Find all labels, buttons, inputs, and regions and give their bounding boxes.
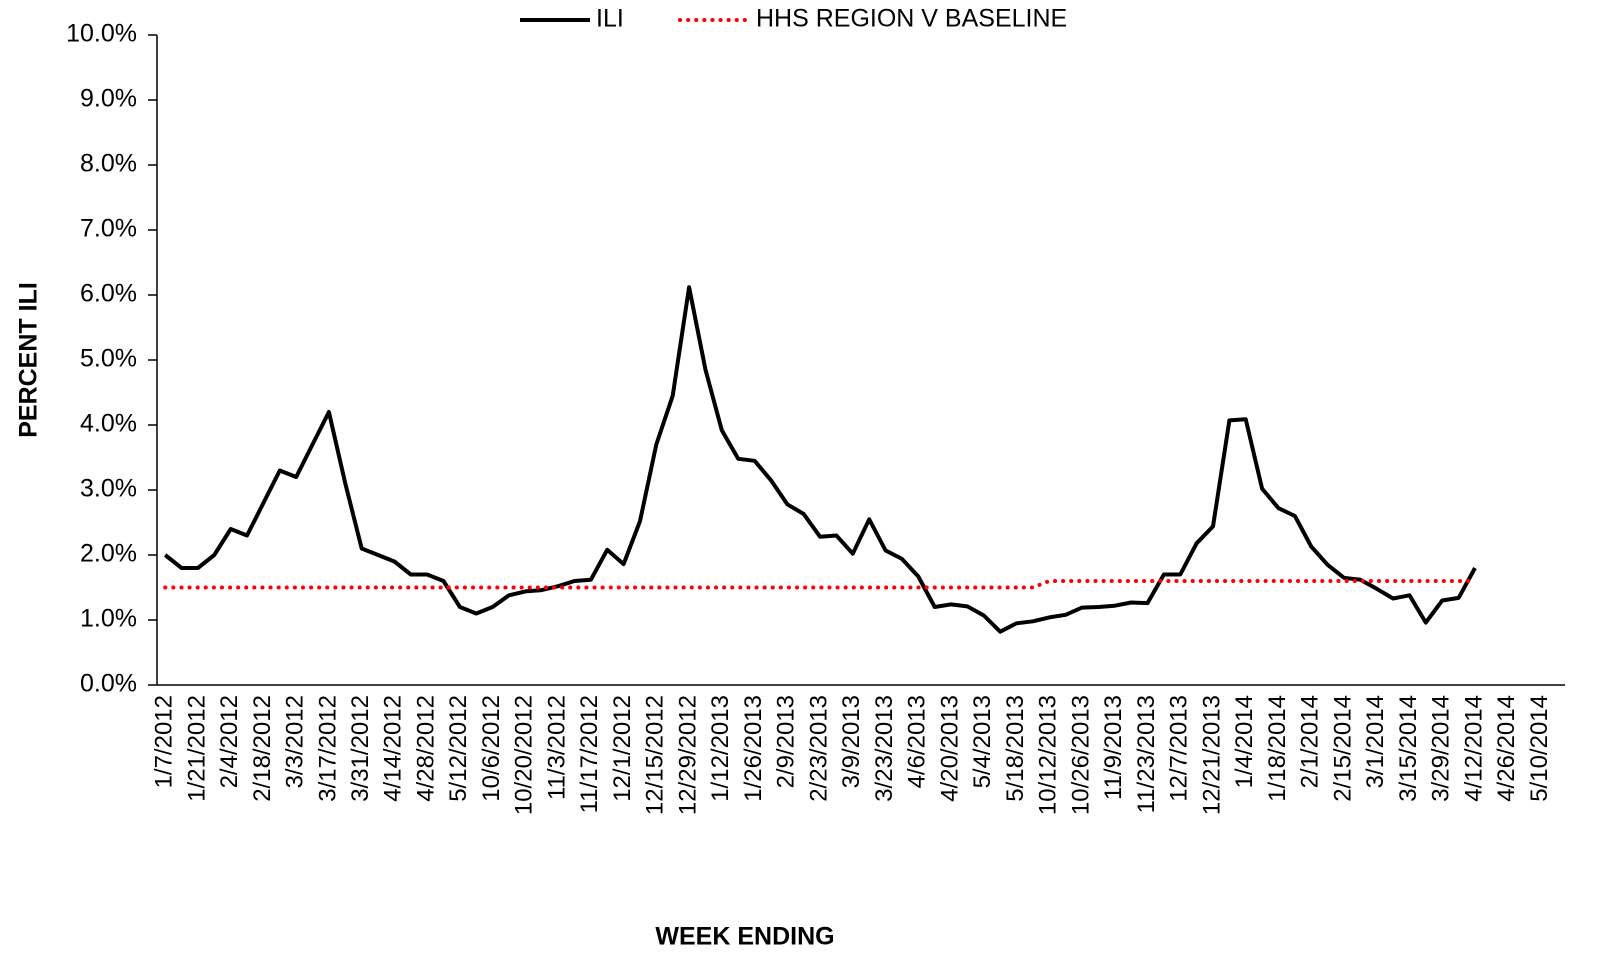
legend-label: ILI xyxy=(596,5,624,33)
y-tick-label: 1.0% xyxy=(80,605,137,633)
x-tick-label: 5/4/2013 xyxy=(969,695,996,788)
x-tick-label: 10/6/2012 xyxy=(478,695,505,802)
x-tick-label: 3/15/2014 xyxy=(1395,695,1422,802)
y-tick-label: 8.0% xyxy=(80,150,137,178)
legend-label: HHS REGION V BASELINE xyxy=(756,5,1067,33)
x-tick-label: 1/12/2013 xyxy=(707,695,734,802)
x-tick-label: 11/17/2012 xyxy=(576,695,603,813)
y-tick-label: 5.0% xyxy=(80,345,137,373)
x-tick-label: 12/1/2012 xyxy=(609,695,636,802)
x-tick-label: 5/12/2012 xyxy=(445,695,472,802)
x-tick-label: 12/7/2013 xyxy=(1166,695,1193,802)
x-tick-label: 4/20/2013 xyxy=(936,695,963,802)
series-line xyxy=(163,285,1477,634)
y-tick-label: 3.0% xyxy=(80,475,137,503)
x-tick-label: 2/23/2013 xyxy=(805,695,832,802)
x-tick-label: 1/21/2012 xyxy=(183,695,210,802)
y-tick-label: 6.0% xyxy=(80,280,137,308)
x-tick-label: 10/26/2013 xyxy=(1067,695,1094,815)
y-axis-label: PERCENT ILI xyxy=(15,282,43,438)
x-tick-label: 2/18/2012 xyxy=(249,695,276,802)
x-tick-label: 3/9/2013 xyxy=(838,695,865,788)
x-tick-label: 11/3/2012 xyxy=(543,695,570,800)
x-tick-label: 1/7/2012 xyxy=(151,695,178,788)
x-tick-label: 10/12/2013 xyxy=(1035,695,1062,815)
x-tick-label: 3/23/2013 xyxy=(871,695,898,802)
x-tick-label: 5/10/2014 xyxy=(1526,695,1553,802)
x-axis-label: WEEK ENDING xyxy=(655,923,834,951)
x-tick-label: 4/12/2014 xyxy=(1460,695,1487,802)
series-line xyxy=(163,579,1477,590)
x-tick-label: 12/15/2012 xyxy=(642,695,669,815)
x-tick-label: 3/31/2012 xyxy=(347,695,374,802)
x-tick-label: 3/3/2012 xyxy=(282,695,309,788)
x-tick-label: 5/18/2013 xyxy=(1002,695,1029,802)
x-tick-label: 3/1/2014 xyxy=(1362,695,1389,788)
x-tick-label: 1/26/2013 xyxy=(740,695,767,802)
x-tick-label: 1/4/2014 xyxy=(1231,695,1258,788)
x-tick-label: 4/6/2013 xyxy=(904,695,931,788)
y-tick-label: 4.0% xyxy=(80,410,137,438)
x-tick-label: 2/15/2014 xyxy=(1329,695,1356,802)
x-tick-label: 3/17/2012 xyxy=(314,695,341,802)
x-tick-label: 12/21/2013 xyxy=(1198,695,1225,815)
x-tick-label: 11/9/2013 xyxy=(1100,695,1127,800)
y-tick-label: 2.0% xyxy=(80,540,137,568)
y-tick-label: 0.0% xyxy=(80,670,137,698)
y-tick-label: 10.0% xyxy=(66,20,137,48)
x-tick-label: 2/1/2014 xyxy=(1297,695,1324,788)
x-tick-label: 3/29/2014 xyxy=(1428,695,1455,802)
x-tick-label: 2/9/2013 xyxy=(773,695,800,788)
x-tick-label: 10/20/2012 xyxy=(511,695,538,815)
y-tick-label: 7.0% xyxy=(80,215,137,243)
x-tick-label: 4/14/2012 xyxy=(380,695,407,802)
x-tick-label: 2/4/2012 xyxy=(216,695,243,788)
y-tick-label: 9.0% xyxy=(80,85,137,113)
x-tick-label: 1/18/2014 xyxy=(1264,695,1291,802)
x-tick-label: 4/26/2014 xyxy=(1493,695,1520,802)
x-tick-label: 4/28/2012 xyxy=(412,695,439,802)
x-tick-label: 11/23/2013 xyxy=(1133,695,1160,813)
x-tick-label: 12/29/2012 xyxy=(674,695,701,815)
